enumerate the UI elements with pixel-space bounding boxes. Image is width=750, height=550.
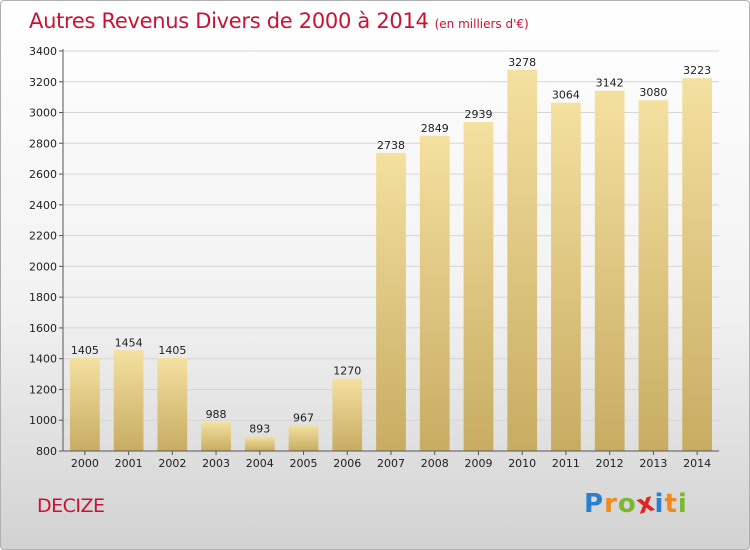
bar (682, 78, 713, 451)
bar-value-label: 3278 (508, 56, 536, 69)
bar-value-label: 3142 (596, 77, 624, 90)
x-tick-label: 2005 (290, 457, 318, 470)
bar-value-label: 3064 (552, 89, 580, 102)
x-tick-label: 2003 (202, 457, 230, 470)
y-tick-label: 1600 (29, 322, 57, 335)
bar-value-label: 1405 (158, 344, 186, 357)
bar (551, 102, 581, 451)
x-tick-label: 2001 (115, 457, 143, 470)
bar-value-label: 2939 (464, 108, 492, 121)
logo-letter: r (604, 489, 618, 519)
bar (376, 152, 406, 451)
bar-value-label: 3080 (639, 86, 667, 99)
y-tick-label: 1200 (29, 383, 57, 396)
bar (507, 69, 538, 452)
x-tick-label: 2010 (508, 457, 536, 470)
bar-value-label: 1454 (115, 336, 143, 349)
y-tick-label: 2200 (29, 230, 57, 243)
bar-value-label: 2738 (377, 139, 405, 152)
bar (638, 100, 669, 451)
bar (157, 357, 188, 451)
y-tick-label: 2400 (29, 199, 57, 212)
x-tick-label: 2002 (158, 457, 186, 470)
x-tick-label: 2012 (596, 457, 624, 470)
logo-letter: o (617, 489, 637, 519)
y-tick-label: 1800 (29, 291, 57, 304)
bar (332, 378, 363, 451)
bar-value-label: 2849 (421, 122, 449, 135)
logo-letter: i (654, 489, 665, 519)
x-tick-label: 2009 (464, 457, 492, 470)
y-tick-label: 3400 (29, 45, 57, 58)
x-tick-label: 2008 (421, 457, 449, 470)
x-tick-label: 2000 (71, 457, 99, 470)
x-tick-label: 2013 (639, 457, 667, 470)
bar-value-label: 1270 (333, 365, 361, 378)
chart-subtitle: (en milliers d'€) (434, 17, 529, 31)
y-tick-label: 800 (36, 445, 57, 458)
bar-value-label: 893 (249, 423, 270, 436)
bar-value-label: 1405 (71, 344, 99, 357)
y-tick-label: 1000 (29, 414, 57, 427)
city-label: DECIZE (37, 495, 105, 517)
y-tick-label: 3000 (29, 107, 57, 120)
bar (244, 436, 275, 451)
logo-letter: t (664, 489, 678, 519)
bar (419, 135, 450, 451)
bar (288, 425, 319, 451)
x-tick-label: 2004 (246, 457, 274, 470)
axis-layer: 800 1000 1200 1400 1600 1800 2000 2200 2400 2600 2… (29, 45, 719, 470)
y-tick-label: 3200 (29, 76, 57, 89)
x-tick-label: 2007 (377, 457, 405, 470)
y-tick-label: 1400 (29, 353, 57, 366)
proxiti-logo: Proxiti (584, 487, 688, 521)
bar (201, 422, 231, 451)
x-tick-label: 2011 (552, 457, 580, 470)
bar-value-label: 967 (293, 411, 314, 424)
bar-value-label: 988 (206, 408, 227, 421)
logo-letter: i (677, 489, 688, 519)
bar (69, 357, 100, 451)
logo-letter: P (584, 489, 605, 519)
y-tick-label: 2600 (29, 168, 57, 181)
x-tick-label: 2006 (333, 457, 361, 470)
bar (594, 90, 625, 451)
bar (113, 350, 144, 451)
y-tick-label: 2800 (29, 137, 57, 150)
chart-title: Autres Revenus Divers de 2000 à 2014 (en … (29, 9, 529, 33)
chart-title-main: Autres Revenus Divers de 2000 à 2014 (29, 9, 429, 33)
x-tick-label: 2014 (683, 457, 711, 470)
bars-layer: 1405 1454 1405 988 893 967 1270 2738 2849 2939 327… (69, 56, 713, 452)
bar (463, 121, 494, 451)
bar-value-label: 3223 (683, 64, 711, 77)
y-tick-label: 2000 (29, 260, 57, 273)
